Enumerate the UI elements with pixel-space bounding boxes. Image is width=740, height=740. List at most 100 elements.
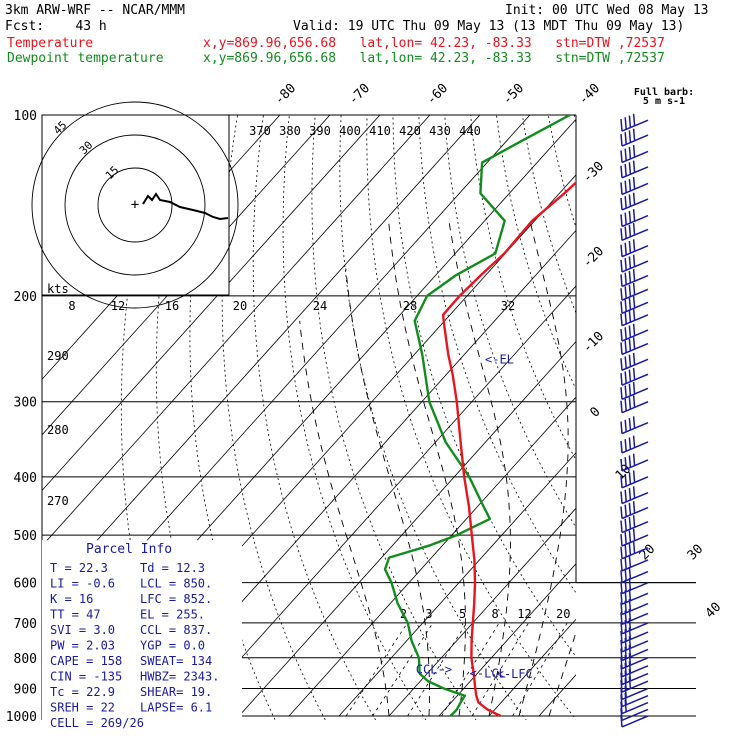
wind-barb-flag — [620, 259, 623, 273]
theta-label-top: 440 — [459, 124, 481, 138]
mixing-ratio-line — [372, 622, 434, 717]
wind-barb-flag — [628, 354, 632, 367]
mixing-ratio-label: 8 — [492, 607, 499, 621]
wind-barb-flag — [632, 295, 636, 309]
dry-adiabat-line — [311, 115, 477, 720]
wind-barb — [620, 323, 649, 342]
dry-adiabat-line — [392, 115, 576, 658]
wind-barb-flag — [628, 455, 632, 468]
wind-barb-flag — [628, 325, 632, 338]
isotherm-label: -30 — [580, 159, 607, 186]
wind-barb-flag — [624, 242, 627, 255]
wind-barb — [620, 486, 649, 505]
wind-barb-flag — [628, 146, 632, 159]
wind-barb-flag — [624, 457, 627, 470]
wind-barb-flag — [632, 222, 636, 236]
wind-barb — [620, 528, 649, 547]
mixing-ratio-label: 3 — [425, 607, 432, 621]
wind-barb-flag — [624, 398, 627, 411]
wind-barb-flag — [632, 435, 636, 448]
wind-barb-flag — [632, 282, 636, 296]
pressure-tick-label: 700 — [14, 617, 37, 632]
wind-barb-flag — [624, 504, 627, 517]
dry-adiabat-line — [418, 115, 576, 594]
temperature-profile-line — [441, 181, 576, 718]
wind-barb-flag — [620, 358, 623, 371]
wind-barb — [620, 453, 649, 472]
wind-barb-flag — [624, 385, 627, 398]
wind-barb-flag — [624, 117, 627, 130]
wind-barb-flag — [628, 210, 632, 224]
wind-barb — [620, 269, 649, 288]
wind-barb-flag — [628, 555, 632, 568]
parcel-info-value: LFC = 852. — [140, 592, 212, 606]
hodograph-origin-marker: + — [131, 197, 139, 213]
parcel-info-value: LCL = 850. — [140, 577, 212, 591]
isotherm-label: 10 — [613, 462, 635, 484]
wind-barb-flag — [620, 570, 623, 583]
wind-barb — [620, 160, 649, 179]
parcel-info-value: K = 16 — [50, 592, 93, 606]
dewpoint-profile-line — [383, 115, 571, 717]
wind-barb-flag — [620, 244, 623, 257]
wind-barb-flag — [620, 214, 623, 227]
dry-adiabat-line — [730, 115, 740, 729]
isotherm-label: -10 — [580, 329, 607, 356]
isotherm-line — [42, 115, 331, 436]
wind-barb — [620, 555, 649, 572]
wind-barb — [620, 470, 649, 489]
dry-adiabat-line — [573, 115, 576, 126]
isotherm-line — [589, 115, 740, 716]
parcel-info-value: EL = 255. — [140, 608, 205, 622]
pressure-tick-label: 600 — [14, 577, 37, 592]
wind-barb-flag — [628, 472, 632, 485]
wind-barb — [620, 367, 649, 386]
wind-barb-flag — [624, 327, 627, 340]
dry-adiabat-line — [189, 115, 276, 720]
isotherm-label: 0 — [587, 404, 603, 420]
wind-barb — [620, 128, 649, 147]
hodograph-trace — [142, 192, 229, 221]
isotherm-label: -70 — [346, 81, 373, 108]
dry-adiabat-line — [522, 115, 576, 314]
wind-barb-staff — [621, 708, 649, 722]
isotherm-line — [288, 396, 576, 717]
wind-barb — [620, 515, 649, 534]
temperature-legend-label: Temperature — [7, 36, 94, 51]
isotherm-label: -60 — [424, 81, 451, 108]
wind-barb-flag — [624, 439, 627, 452]
parcel-info-value: SHEAR= 19. — [140, 685, 212, 699]
theta-label-top: 420 — [399, 124, 421, 138]
isotherm-label: -20 — [580, 244, 607, 271]
wind-barb-flag — [628, 338, 632, 351]
isotherm-line — [338, 452, 576, 717]
parcel-info-value: CCL = 837. — [140, 623, 212, 637]
wind-barb-flag — [624, 212, 627, 225]
wind-barb-flag — [628, 194, 632, 207]
wind-barb-flag — [624, 180, 627, 193]
dry-adiabat-line — [496, 115, 576, 390]
parcel-info-value: CAPE = 158 — [50, 654, 122, 668]
wind-barb-flag — [624, 568, 627, 581]
hodograph-ring — [31, 101, 239, 309]
wind-barb-flag — [628, 270, 632, 284]
isotherm-line — [42, 115, 381, 492]
parcel-info-value: SWEAT= 134 — [140, 654, 212, 668]
wind-barb-flag — [628, 224, 632, 237]
wind-barb-flag — [624, 356, 627, 369]
wind-barb-legend-title: Full barb: — [634, 87, 694, 98]
parcel-info-value: LI = -0.6 — [50, 577, 115, 591]
wind-barb-legend-units: 5 m s-1 — [643, 96, 685, 107]
wind-barb-flag — [620, 182, 623, 195]
wind-speed-tick-label: 24 — [313, 299, 327, 313]
wind-barb-flag — [632, 501, 636, 514]
isotherm-line — [42, 115, 481, 603]
forecast-hour: Fcst: 43 h — [5, 19, 107, 34]
wind-barb-column — [620, 113, 649, 728]
hodograph-speed-axis-label: kts — [47, 282, 69, 296]
parcel-info-value: T = 22.3 — [50, 561, 108, 575]
wind-barb-flag — [632, 269, 636, 282]
wind-barb-flag — [620, 301, 623, 314]
theta-label-top: 370 — [249, 124, 271, 138]
